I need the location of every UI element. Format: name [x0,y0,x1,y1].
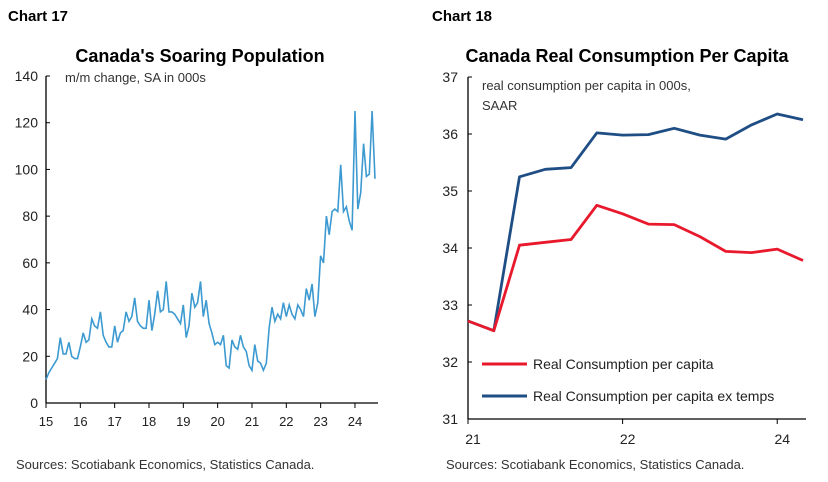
x-tick-label: 24 [774,431,790,447]
x-tick-label: 16 [73,414,87,429]
chart17-subtitle: m/m change, SA in 000s [65,70,206,85]
legend-label: Real Consumption per capita ex temps [533,388,774,404]
population-change-line [45,110,376,380]
y-tick-label: 33 [442,297,458,313]
chart17-title: Canada's Soaring Population [75,46,324,66]
x-tick-label: 23 [313,414,327,429]
chart18-title: Canada Real Consumption Per Capita [465,46,789,66]
x-tick-label: 19 [176,414,190,429]
y-tick-label: 20 [22,348,38,364]
chart18-source: Sources: Scotiabank Economics, Statistic… [446,457,744,472]
y-tick-label: 120 [15,115,39,131]
chart17-label: Chart 17 [8,8,68,25]
chart18-subtitle-line2: SAAR [482,98,517,113]
x-tick-label: 24 [348,414,362,429]
y-tick-label: 37 [442,69,458,85]
x-tick-label: 17 [107,414,121,429]
y-tick-label: 100 [15,161,39,177]
chart18-subtitle: real consumption per capita in 000s, SAAR [482,78,691,113]
x-tick-label: 18 [142,414,156,429]
x-tick-label: 15 [39,414,53,429]
y-tick-label: 35 [442,183,458,199]
x-tick-label: 21 [245,414,259,429]
x-tick-label: 20 [210,414,224,429]
y-tick-label: 34 [442,240,458,256]
y-tick-label: 0 [30,395,38,411]
chart17-plot: 0 20 40 60 80 100 120 140 15 16 17 18 19 20 21 22 23 24 [15,68,378,429]
series-line [467,203,804,333]
y-tick-label: 31 [442,411,458,427]
chart17-source: Sources: Scotiabank Economics, Statistic… [16,457,314,472]
chart18-plot: 31 32 33 34 35 36 37 21 22 24 Real Consumption per… [442,69,806,447]
chart18-label: Chart 18 [432,8,492,25]
y-tick-label: 60 [22,255,38,271]
y-tick-label: 36 [442,126,458,142]
series-line [467,112,804,333]
y-tick-label: 32 [442,354,458,370]
y-tick-label: 140 [15,68,39,84]
x-tick-label: 21 [465,431,481,447]
y-tick-label: 80 [22,208,38,224]
legend-label: Real Consumption per capita [533,356,714,372]
x-tick-label: 22 [279,414,293,429]
y-tick-label: 40 [22,302,38,318]
x-tick-label: 22 [620,431,636,447]
